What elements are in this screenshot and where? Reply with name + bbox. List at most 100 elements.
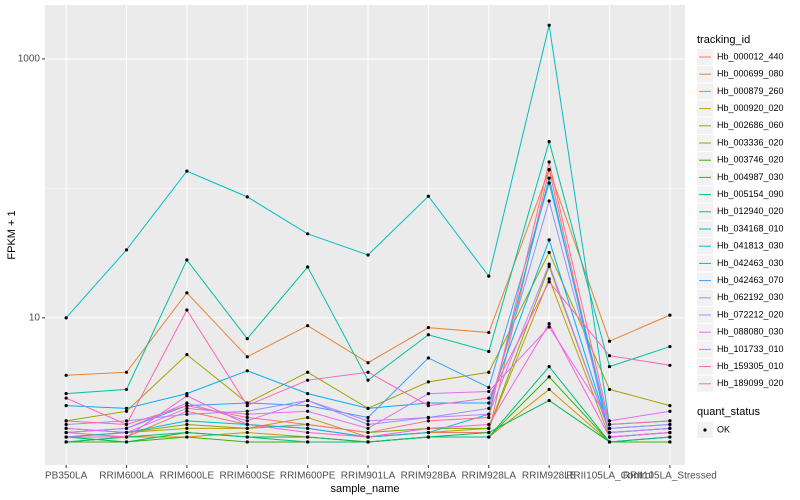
point [124,248,129,252]
legend-label: Hb_088080_030 [717,327,784,337]
point [668,422,672,427]
point [668,419,672,423]
point [426,333,430,337]
point [245,401,249,405]
point [547,398,551,403]
point [547,168,551,172]
point [306,370,310,374]
point [185,406,189,410]
legend-label: Hb_101733_010 [717,344,784,354]
point [124,435,129,439]
point [547,160,551,164]
point [487,274,491,278]
y-axis-title: FPKM + 1 [6,210,18,259]
legend-label: Hb_034168_010 [717,223,784,233]
x-tick-label: RRIM928BA [401,471,457,482]
point [487,435,491,439]
x-tick-label: RRIM600LE [160,471,215,482]
legend-label: Hb_042463_070 [717,275,784,285]
legend-label: Hb_062192_030 [717,292,784,302]
point [185,430,189,435]
point [306,232,310,236]
point [306,415,310,420]
point [668,409,672,413]
point [426,326,430,330]
legend-label: Hb_189099_020 [717,378,784,388]
point [366,419,370,423]
x-tick-label: RRIM600LA [99,471,154,482]
point [668,440,672,444]
point [366,426,370,430]
point [245,415,249,420]
point [547,277,551,281]
point [124,430,129,435]
point [245,355,249,359]
point [366,378,370,382]
point [306,430,310,435]
point [64,435,68,439]
point [306,378,310,382]
point [547,325,551,329]
x-tick-label: RRIM928LE [522,471,577,482]
point [487,396,491,400]
legend-label: Hb_159305_010 [717,361,784,371]
point [245,195,249,199]
point [306,426,310,430]
point [64,391,68,396]
point [607,354,612,358]
point [124,422,129,427]
point [487,415,491,420]
legend: Hb_000012_440 Hb_000699_080 Hb_000879_260 H… [697,49,784,438]
point [426,380,430,384]
legend-label: OK [717,424,730,434]
point [185,258,189,262]
point [366,406,370,410]
point [124,387,129,392]
point [547,365,551,369]
x-tick-label: RRIM600PE [280,471,336,482]
point [124,370,129,374]
point [547,181,551,185]
point [607,365,612,369]
point [185,426,189,430]
point [487,401,491,405]
point [426,356,430,360]
point [245,422,249,427]
point [185,435,189,439]
point [487,349,491,354]
point [245,426,249,430]
shape-legend-title: quant_status [697,406,760,418]
point [64,403,68,408]
point [306,324,310,328]
point [245,412,249,416]
point [426,426,430,430]
point [366,430,370,435]
point [64,373,68,377]
point [64,419,68,423]
point [306,403,310,408]
legend-point [703,428,707,432]
point [64,396,68,400]
legend-label: Hb_012940_020 [717,206,784,216]
point [607,339,612,343]
point [547,262,551,266]
point [668,344,672,349]
x-axis-title: sample_name [330,483,399,495]
point [607,430,612,435]
legend-label: Hb_002686_060 [717,120,784,130]
point [245,430,249,435]
point [487,422,491,427]
point [487,385,491,390]
point [185,401,189,405]
legend-label: Hb_003336_020 [717,137,784,147]
point [487,412,491,416]
point [185,391,189,396]
x-tick-label: RRII105LA_Control [566,471,653,482]
point [306,435,310,439]
point [245,337,249,341]
point [426,401,430,405]
point [366,253,370,257]
point [185,412,189,416]
point [306,422,310,427]
